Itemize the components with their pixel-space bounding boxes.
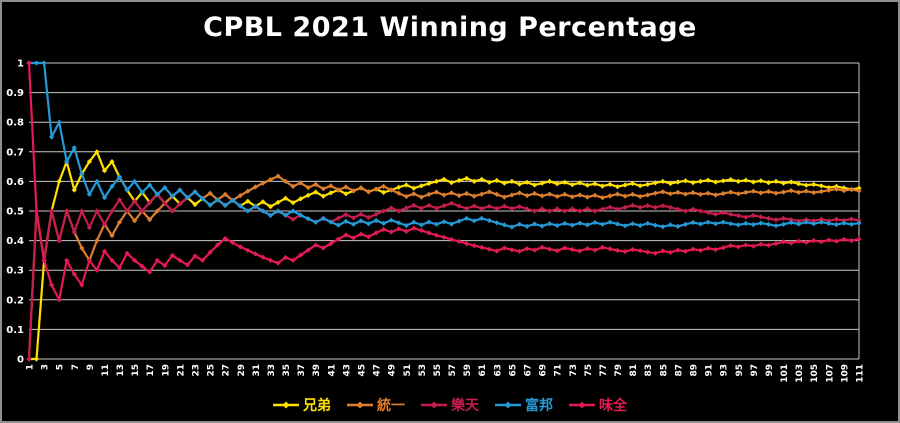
x-axis-tick-label: 51 bbox=[403, 364, 413, 377]
x-axis-tick-label: 67 bbox=[524, 364, 534, 377]
legend-marker-icon bbox=[495, 401, 521, 409]
legend-label: 兄弟 bbox=[303, 398, 331, 414]
legend-marker-icon bbox=[273, 401, 299, 409]
x-axis-tick-label: 71 bbox=[554, 364, 564, 377]
x-axis-tick-label: 39 bbox=[312, 364, 322, 377]
x-axis-tick-label: 21 bbox=[176, 364, 186, 377]
x-axis-tick-label: 93 bbox=[720, 364, 730, 377]
x-axis-tick-label: 111 bbox=[856, 364, 866, 383]
x-axis-tick-label: 33 bbox=[267, 364, 277, 377]
x-axis-tick-label: 43 bbox=[342, 364, 352, 377]
x-axis-tick-label: 107 bbox=[825, 364, 835, 383]
x-axis-tick-label: 5 bbox=[56, 364, 66, 370]
legend-item-味全: 味全 bbox=[569, 395, 627, 415]
x-axis-tick-label: 53 bbox=[418, 364, 428, 377]
x-axis-tick-label: 65 bbox=[508, 364, 518, 377]
x-axis-tick-label: 41 bbox=[327, 364, 337, 377]
x-axis-tick-label: 95 bbox=[735, 364, 745, 377]
x-axis-tick-label: 57 bbox=[448, 364, 458, 377]
x-axis-tick-label: 83 bbox=[644, 364, 654, 377]
x-axis-tick-label: 15 bbox=[131, 364, 141, 377]
x-axis-tick-label: 77 bbox=[599, 364, 609, 377]
x-axis-tick-label: 97 bbox=[750, 364, 760, 377]
y-axis-tick-label: 0.3 bbox=[6, 266, 24, 277]
x-axis-tick-label: 3 bbox=[41, 364, 51, 370]
series-line bbox=[27, 150, 861, 361]
legend-label: 富邦 bbox=[525, 398, 553, 414]
x-axis-tick-label: 27 bbox=[222, 364, 232, 377]
legend-item-兄弟: 兄弟 bbox=[273, 395, 331, 415]
x-axis-tick-label: 81 bbox=[629, 364, 639, 377]
legend-label: 統一 bbox=[377, 398, 405, 414]
x-axis-tick-label: 61 bbox=[478, 364, 488, 377]
x-axis-tick-label: 109 bbox=[840, 364, 850, 383]
x-axis-tick-label: 103 bbox=[795, 364, 805, 383]
x-axis-tick-label: 1 bbox=[26, 364, 36, 370]
x-axis-tick-label: 37 bbox=[297, 364, 307, 377]
x-axis-tick-label: 105 bbox=[810, 364, 820, 383]
x-axis-tick-label: 69 bbox=[539, 364, 549, 377]
x-axis-tick-label: 49 bbox=[388, 364, 398, 377]
series-味全 bbox=[26, 60, 862, 303]
legend-item-富邦: 富邦 bbox=[495, 395, 553, 415]
legend-item-統一: 統一 bbox=[347, 395, 405, 415]
y-axis-tick-label: 0.4 bbox=[6, 236, 24, 247]
x-axis-tick-label: 79 bbox=[614, 364, 624, 377]
legend-marker-icon bbox=[347, 401, 373, 409]
x-axis-tick-label: 17 bbox=[146, 364, 156, 377]
y-axis-tick-label: 0.8 bbox=[6, 118, 24, 129]
x-axis-tick-label: 11 bbox=[101, 364, 111, 377]
x-axis-tick-label: 9 bbox=[86, 364, 96, 370]
x-axis-tick-label: 23 bbox=[192, 364, 202, 377]
y-axis-tick-label: 0.6 bbox=[6, 177, 24, 188]
y-axis-tick-label: 0.1 bbox=[6, 325, 24, 336]
x-axis-tick-label: 29 bbox=[237, 364, 247, 377]
x-axis-tick-label: 99 bbox=[765, 364, 775, 377]
x-axis-tick-label: 63 bbox=[493, 364, 503, 377]
series-統一 bbox=[26, 173, 862, 362]
series-line bbox=[27, 61, 861, 229]
series-樂天 bbox=[26, 189, 862, 362]
x-axis-tick-label: 59 bbox=[463, 364, 473, 377]
x-axis-tick-label: 47 bbox=[373, 364, 383, 377]
x-axis-tick-label: 45 bbox=[358, 364, 368, 377]
legend-marker-icon bbox=[421, 401, 447, 409]
legend-label: 味全 bbox=[599, 398, 627, 414]
x-axis-tick-label: 31 bbox=[252, 364, 262, 377]
x-axis-tick-label: 13 bbox=[116, 364, 126, 377]
x-axis-tick-label: 73 bbox=[569, 364, 579, 377]
x-axis-tick-label: 89 bbox=[690, 364, 700, 377]
y-axis-tick-label: 0.2 bbox=[6, 295, 24, 306]
x-axis-tick-label: 101 bbox=[780, 364, 790, 383]
x-axis-tick-label: 19 bbox=[161, 364, 171, 377]
x-axis-tick-label: 35 bbox=[282, 364, 292, 377]
x-axis-tick-label: 75 bbox=[584, 364, 594, 377]
x-axis-tick-label: 87 bbox=[674, 364, 684, 377]
y-axis-tick-label: 0 bbox=[17, 355, 24, 366]
x-axis-tick-label: 91 bbox=[705, 364, 715, 377]
series-富邦 bbox=[26, 60, 862, 230]
y-axis-tick-label: 0.9 bbox=[6, 88, 24, 99]
legend-item-樂天: 樂天 bbox=[421, 395, 479, 415]
y-axis-tick-label: 0.5 bbox=[6, 207, 24, 218]
x-axis-tick-label: 55 bbox=[433, 364, 443, 377]
chart-legend: 兄弟 統一 樂天 富邦 味全 bbox=[2, 395, 898, 415]
x-axis-tick-label: 85 bbox=[659, 364, 669, 377]
y-axis-tick-label: 1 bbox=[17, 59, 24, 70]
legend-label: 樂天 bbox=[451, 398, 479, 414]
chart-title: CPBL 2021 Winning Percentage bbox=[203, 12, 697, 43]
legend-marker-icon bbox=[569, 401, 595, 409]
x-axis-tick-label: 25 bbox=[207, 364, 217, 377]
x-axis-tick-label: 7 bbox=[71, 364, 81, 370]
y-axis-tick-label: 0.7 bbox=[6, 147, 24, 158]
